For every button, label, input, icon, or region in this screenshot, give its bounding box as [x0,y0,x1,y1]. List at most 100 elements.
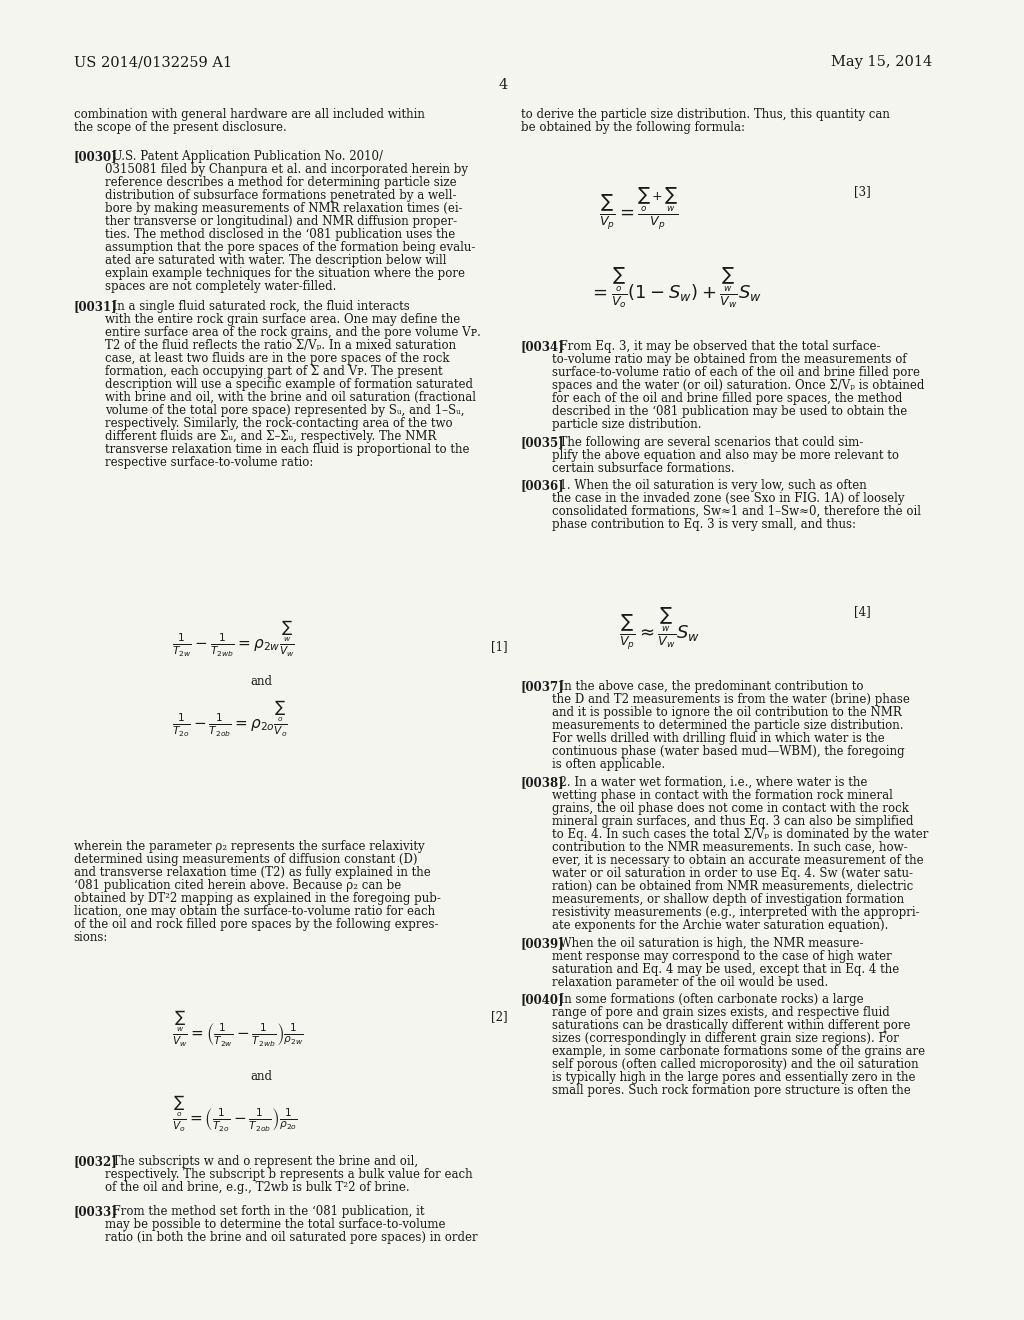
Text: continuous phase (water based mud—WBM), the foregoing: continuous phase (water based mud—WBM), … [552,744,904,758]
Text: From Eq. 3, it may be observed that the total surface-: From Eq. 3, it may be observed that the … [552,341,881,352]
Text: US 2014/0132259 A1: US 2014/0132259 A1 [74,55,231,69]
Text: is typically high in the large pores and essentially zero in the: is typically high in the large pores and… [552,1071,915,1084]
Text: 0315081 filed by Chanpura et al. and incorporated herein by: 0315081 filed by Chanpura et al. and inc… [105,162,468,176]
Text: small pores. Such rock formation pore structure is often the: small pores. Such rock formation pore st… [552,1084,910,1097]
Text: bore by making measurements of NMR relaxation times (ei-: bore by making measurements of NMR relax… [105,202,463,215]
Text: for each of the oil and brine filled pore spaces, the method: for each of the oil and brine filled por… [552,392,902,405]
Text: The subscripts w and o represent the brine and oil,: The subscripts w and o represent the bri… [105,1155,418,1168]
Text: $\frac{\sum_w}{V_w}=\left(\frac{1}{T_{2w}}-\frac{1}{T_{2wb}}\right)\frac{1}{\rho: $\frac{\sum_w}{V_w}=\left(\frac{1}{T_{2w… [172,1010,304,1051]
Text: In some formations (often carbonate rocks) a large: In some formations (often carbonate rock… [552,993,863,1006]
Text: [0031]: [0031] [74,300,118,313]
Text: $\frac{1}{T_{2o}}-\frac{1}{T_{2ob}}=\rho_{2o}\frac{\sum_{o}}{V_o}$: $\frac{1}{T_{2o}}-\frac{1}{T_{2ob}}=\rho… [172,700,288,741]
Text: described in the ‘081 publication may be used to obtain the: described in the ‘081 publication may be… [552,405,907,418]
Text: example, in some carbonate formations some of the grains are: example, in some carbonate formations so… [552,1045,925,1059]
Text: ties. The method disclosed in the ‘081 publication uses the: ties. The method disclosed in the ‘081 p… [105,228,456,242]
Text: obtained by DT²2 mapping as explained in the foregoing pub-: obtained by DT²2 mapping as explained in… [74,892,440,906]
Text: From the method set forth in the ‘081 publication, it: From the method set forth in the ‘081 pu… [105,1205,425,1218]
Text: 1. When the oil saturation is very low, such as often: 1. When the oil saturation is very low, … [552,479,866,492]
Text: ate exponents for the Archie water saturation equation).: ate exponents for the Archie water satur… [552,919,888,932]
Text: In a single fluid saturated rock, the fluid interacts: In a single fluid saturated rock, the fl… [105,300,410,313]
Text: ration) can be obtained from NMR measurements, dielectric: ration) can be obtained from NMR measure… [552,880,913,894]
Text: the case in the invaded zone (see Sxo in FIG. 1A) of loosely: the case in the invaded zone (see Sxo in… [552,492,904,506]
Text: sions:: sions: [74,931,109,944]
Text: distribution of subsurface formations penetrated by a well-: distribution of subsurface formations pe… [105,189,457,202]
Text: sizes (correspondingly in different grain size regions). For: sizes (correspondingly in different grai… [552,1032,899,1045]
Text: be obtained by the following formula:: be obtained by the following formula: [520,121,744,135]
Text: ratio (in both the brine and oil saturated pore spaces) in order: ratio (in both the brine and oil saturat… [105,1232,478,1243]
Text: resistivity measurements (e.g., interpreted with the appropri-: resistivity measurements (e.g., interpre… [552,906,920,919]
Text: description will use a specific example of formation saturated: description will use a specific example … [105,378,473,391]
Text: [0033]: [0033] [74,1205,118,1218]
Text: [0038]: [0038] [520,776,564,789]
Text: [0032]: [0032] [74,1155,118,1168]
Text: particle size distribution.: particle size distribution. [552,418,701,432]
Text: relaxation parameter of the oil would be used.: relaxation parameter of the oil would be… [552,975,828,989]
Text: and: and [251,675,272,688]
Text: [0039]: [0039] [520,937,564,950]
Text: The following are several scenarios that could sim-: The following are several scenarios that… [552,436,863,449]
Text: $\frac{\sum_o}{V_o}=\left(\frac{1}{T_{2o}}-\frac{1}{T_{2ob}}\right)\frac{1}{\rho: $\frac{\sum_o}{V_o}=\left(\frac{1}{T_{2o… [172,1096,298,1135]
Text: T2 of the fluid reflects the ratio Σ/Vₚ. In a mixed saturation: T2 of the fluid reflects the ratio Σ/Vₚ.… [105,339,457,352]
Text: wetting phase in contact with the formation rock mineral: wetting phase in contact with the format… [552,789,893,803]
Text: to-volume ratio may be obtained from the measurements of: to-volume ratio may be obtained from the… [552,352,906,366]
Text: May 15, 2014: May 15, 2014 [830,55,932,69]
Text: measurements, or shallow depth of investigation formation: measurements, or shallow depth of invest… [552,894,904,906]
Text: volume of the total pore space) represented by Sᵤ, and 1–Sᵤ,: volume of the total pore space) represen… [105,404,465,417]
Text: surface-to-volume ratio of each of the oil and brine filled pore: surface-to-volume ratio of each of the o… [552,366,920,379]
Text: $\frac{\sum}{V_p}=\frac{\sum_o+\sum_w}{V_p}$: $\frac{\sum}{V_p}=\frac{\sum_o+\sum_w}{V… [599,185,679,232]
Text: [0035]: [0035] [520,436,564,449]
Text: respectively. The subscript b represents a bulk value for each: respectively. The subscript b represents… [105,1168,473,1181]
Text: $=\frac{\sum_o}{V_o}(1-S_w)+\frac{\sum_w}{V_w}S_w$: $=\frac{\sum_o}{V_o}(1-S_w)+\frac{\sum_w… [589,265,762,310]
Text: spaces are not completely water-filled.: spaces are not completely water-filled. [105,280,337,293]
Text: and it is possible to ignore the oil contribution to the NMR: and it is possible to ignore the oil con… [552,706,902,719]
Text: ment response may correspond to the case of high water: ment response may correspond to the case… [552,950,892,964]
Text: [0034]: [0034] [520,341,564,352]
Text: plify the above equation and also may be more relevant to: plify the above equation and also may be… [552,449,899,462]
Text: phase contribution to Eq. 3 is very small, and thus:: phase contribution to Eq. 3 is very smal… [552,517,856,531]
Text: explain example techniques for the situation where the pore: explain example techniques for the situa… [105,267,465,280]
Text: determined using measurements of diffusion constant (D): determined using measurements of diffusi… [74,853,417,866]
Text: $\frac{1}{T_{2w}}-\frac{1}{T_{2wb}}=\rho_{2w}\frac{\sum_{w}}{V_w}$: $\frac{1}{T_{2w}}-\frac{1}{T_{2wb}}=\rho… [172,620,295,660]
Text: measurements to determined the particle size distribution.: measurements to determined the particle … [552,719,903,733]
Text: the D and T2 measurements is from the water (brine) phase: the D and T2 measurements is from the wa… [552,693,909,706]
Text: is often applicable.: is often applicable. [552,758,666,771]
Text: may be possible to determine the total surface-to-volume: may be possible to determine the total s… [105,1218,445,1232]
Text: [0036]: [0036] [520,479,564,492]
Text: [0037]: [0037] [520,680,564,693]
Text: with brine and oil, with the brine and oil saturation (fractional: with brine and oil, with the brine and o… [105,391,476,404]
Text: grains, the oil phase does not come in contact with the rock: grains, the oil phase does not come in c… [552,803,909,814]
Text: consolidated formations, Sw≈1 and 1–Sw≈0, therefore the oil: consolidated formations, Sw≈1 and 1–Sw≈0… [552,506,921,517]
Text: contribution to the NMR measurements. In such case, how-: contribution to the NMR measurements. In… [552,841,907,854]
Text: to derive the particle size distribution. Thus, this quantity can: to derive the particle size distribution… [520,108,890,121]
Text: certain subsurface formations.: certain subsurface formations. [552,462,734,475]
Text: respectively. Similarly, the rock-contacting area of the two: respectively. Similarly, the rock-contac… [105,417,453,430]
Text: ever, it is necessary to obtain an accurate measurement of the: ever, it is necessary to obtain an accur… [552,854,924,867]
Text: [0040]: [0040] [520,993,564,1006]
Text: water or oil saturation in order to use Eq. 4. Sw (water satu-: water or oil saturation in order to use … [552,867,913,880]
Text: 4: 4 [499,78,508,92]
Text: $\frac{\sum}{V_p}\approx\frac{\sum_w}{V_w}S_w$: $\frac{\sum}{V_p}\approx\frac{\sum_w}{V_… [618,605,699,652]
Text: combination with general hardware are all included within: combination with general hardware are al… [74,108,425,121]
Text: range of pore and grain sizes exists, and respective fluid: range of pore and grain sizes exists, an… [552,1006,890,1019]
Text: of the oil and brine, e.g., T2wb is bulk T²2 of brine.: of the oil and brine, e.g., T2wb is bulk… [105,1181,410,1195]
Text: of the oil and rock filled pore spaces by the following expres-: of the oil and rock filled pore spaces b… [74,917,438,931]
Text: U.S. Patent Application Publication No. 2010/: U.S. Patent Application Publication No. … [105,150,383,162]
Text: reference describes a method for determining particle size: reference describes a method for determi… [105,176,457,189]
Text: to Eq. 4. In such cases the total Σ/Vₚ is dominated by the water: to Eq. 4. In such cases the total Σ/Vₚ i… [552,828,929,841]
Text: [0030]: [0030] [74,150,118,162]
Text: the scope of the present disclosure.: the scope of the present disclosure. [74,121,287,135]
Text: In the above case, the predominant contribution to: In the above case, the predominant contr… [552,680,863,693]
Text: wherein the parameter ρ₂ represents the surface relaxivity: wherein the parameter ρ₂ represents the … [74,840,424,853]
Text: 2. In a water wet formation, i.e., where water is the: 2. In a water wet formation, i.e., where… [552,776,867,789]
Text: saturation and Eq. 4 may be used, except that in Eq. 4 the: saturation and Eq. 4 may be used, except… [552,964,899,975]
Text: assumption that the pore spaces of the formation being evalu-: assumption that the pore spaces of the f… [105,242,475,253]
Text: respective surface-to-volume ratio:: respective surface-to-volume ratio: [105,455,313,469]
Text: case, at least two fluids are in the pore spaces of the rock: case, at least two fluids are in the por… [105,352,450,366]
Text: spaces and the water (or oil) saturation. Once Σ/Vₚ is obtained: spaces and the water (or oil) saturation… [552,379,925,392]
Text: lication, one may obtain the surface-to-volume ratio for each: lication, one may obtain the surface-to-… [74,906,435,917]
Text: [1]: [1] [492,640,508,653]
Text: entire surface area of the rock grains, and the pore volume Vᴘ.: entire surface area of the rock grains, … [105,326,481,339]
Text: different fluids are Σᵤ, and Σ–Σᵤ, respectively. The NMR: different fluids are Σᵤ, and Σ–Σᵤ, respe… [105,430,436,444]
Text: mineral grain surfaces, and thus Eq. 3 can also be simplified: mineral grain surfaces, and thus Eq. 3 c… [552,814,913,828]
Text: ated are saturated with water. The description below will: ated are saturated with water. The descr… [105,253,446,267]
